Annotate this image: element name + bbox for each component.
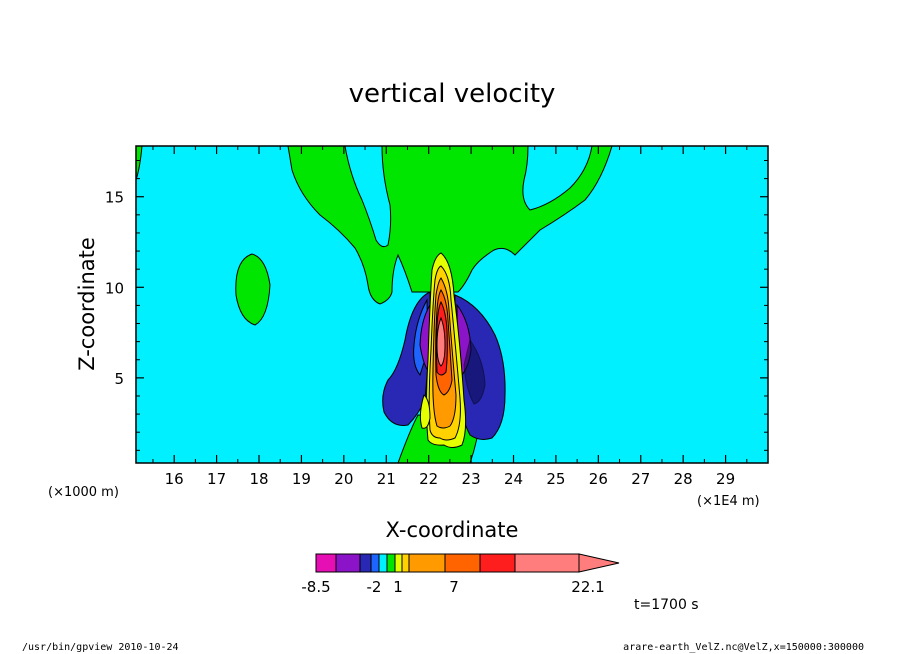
x-unit-left: (×1000 m): [48, 485, 119, 500]
x-tick-label: 25: [546, 470, 565, 488]
colorbar-segment: [408, 553, 446, 573]
colorbar: [315, 553, 620, 573]
x-tick-label: 22: [419, 470, 438, 488]
colorbar-tick-label: 22.1: [571, 578, 604, 596]
colorbar-segment: [386, 553, 396, 573]
colorbar-tick-label: -2: [367, 578, 382, 596]
contour-field: [136, 146, 768, 463]
x-tick-label: 19: [292, 470, 311, 488]
contour-yellow-lower-left: [419, 394, 431, 429]
x-tick-label: 24: [504, 470, 523, 488]
footer-right: arare-earth_VelZ.nc@VelZ,x=150000:300000: [623, 642, 864, 653]
x-axis-label: X-coordinate: [386, 518, 519, 542]
y-tick-label: 15: [105, 189, 124, 207]
x-tick-label: 28: [674, 470, 693, 488]
time-label: t=1700 s: [634, 597, 699, 613]
x-axis: 16 17 18 19 20 21 22 23 24 25 26 27 28 29: [152, 146, 748, 488]
colorbar-segment: [335, 553, 361, 573]
colorbar-tick-label: 7: [449, 578, 459, 596]
colorbar-labels: -8.5 -2 1 7 22.1: [301, 578, 604, 596]
x-unit-right: (×1E4 m): [697, 494, 760, 509]
footer-left: /usr/bin/gpview 2010-10-24: [22, 642, 179, 653]
colorbar-segment: [359, 553, 372, 573]
colorbar-segment: [315, 553, 337, 573]
x-tick-label: 21: [377, 470, 396, 488]
contour-pink: [436, 316, 446, 367]
colorbar-segment: [444, 553, 481, 573]
colorbar-tick-label: 1: [393, 578, 403, 596]
x-tick-label: 27: [631, 470, 650, 488]
x-tick-label: 18: [249, 470, 268, 488]
colorbar-segment: [514, 553, 580, 573]
contour-navy-right: [463, 338, 486, 405]
chart-title: vertical velocity: [349, 79, 556, 109]
plot-frame: [135, 145, 769, 464]
colorbar-segment: [370, 553, 380, 573]
x-tick-label: 20: [334, 470, 353, 488]
y-tick-label: 10: [105, 279, 124, 297]
colorbar-tick-label: -8.5: [301, 578, 330, 596]
y-axis-label: Z-coordinate: [75, 237, 99, 371]
contour-green-blob: [235, 253, 271, 326]
x-tick-label: 29: [716, 470, 735, 488]
y-axis: 5 10 15: [105, 159, 768, 451]
colorbar-segment: [401, 553, 410, 573]
x-tick-label: 23: [462, 470, 481, 488]
colorbar-segment: [479, 553, 516, 573]
x-tick-label: 16: [165, 470, 184, 488]
colorbar-arrow: [578, 553, 620, 573]
y-tick-label: 5: [114, 370, 124, 388]
contour-cyan-pocket-right: [522, 146, 593, 211]
x-tick-label: 26: [589, 470, 608, 488]
colorbar-segment: [378, 553, 388, 573]
x-tick-label: 17: [207, 470, 226, 488]
colorbar-segment: [394, 553, 403, 573]
contour-cyan-pocket-left: [344, 146, 392, 248]
